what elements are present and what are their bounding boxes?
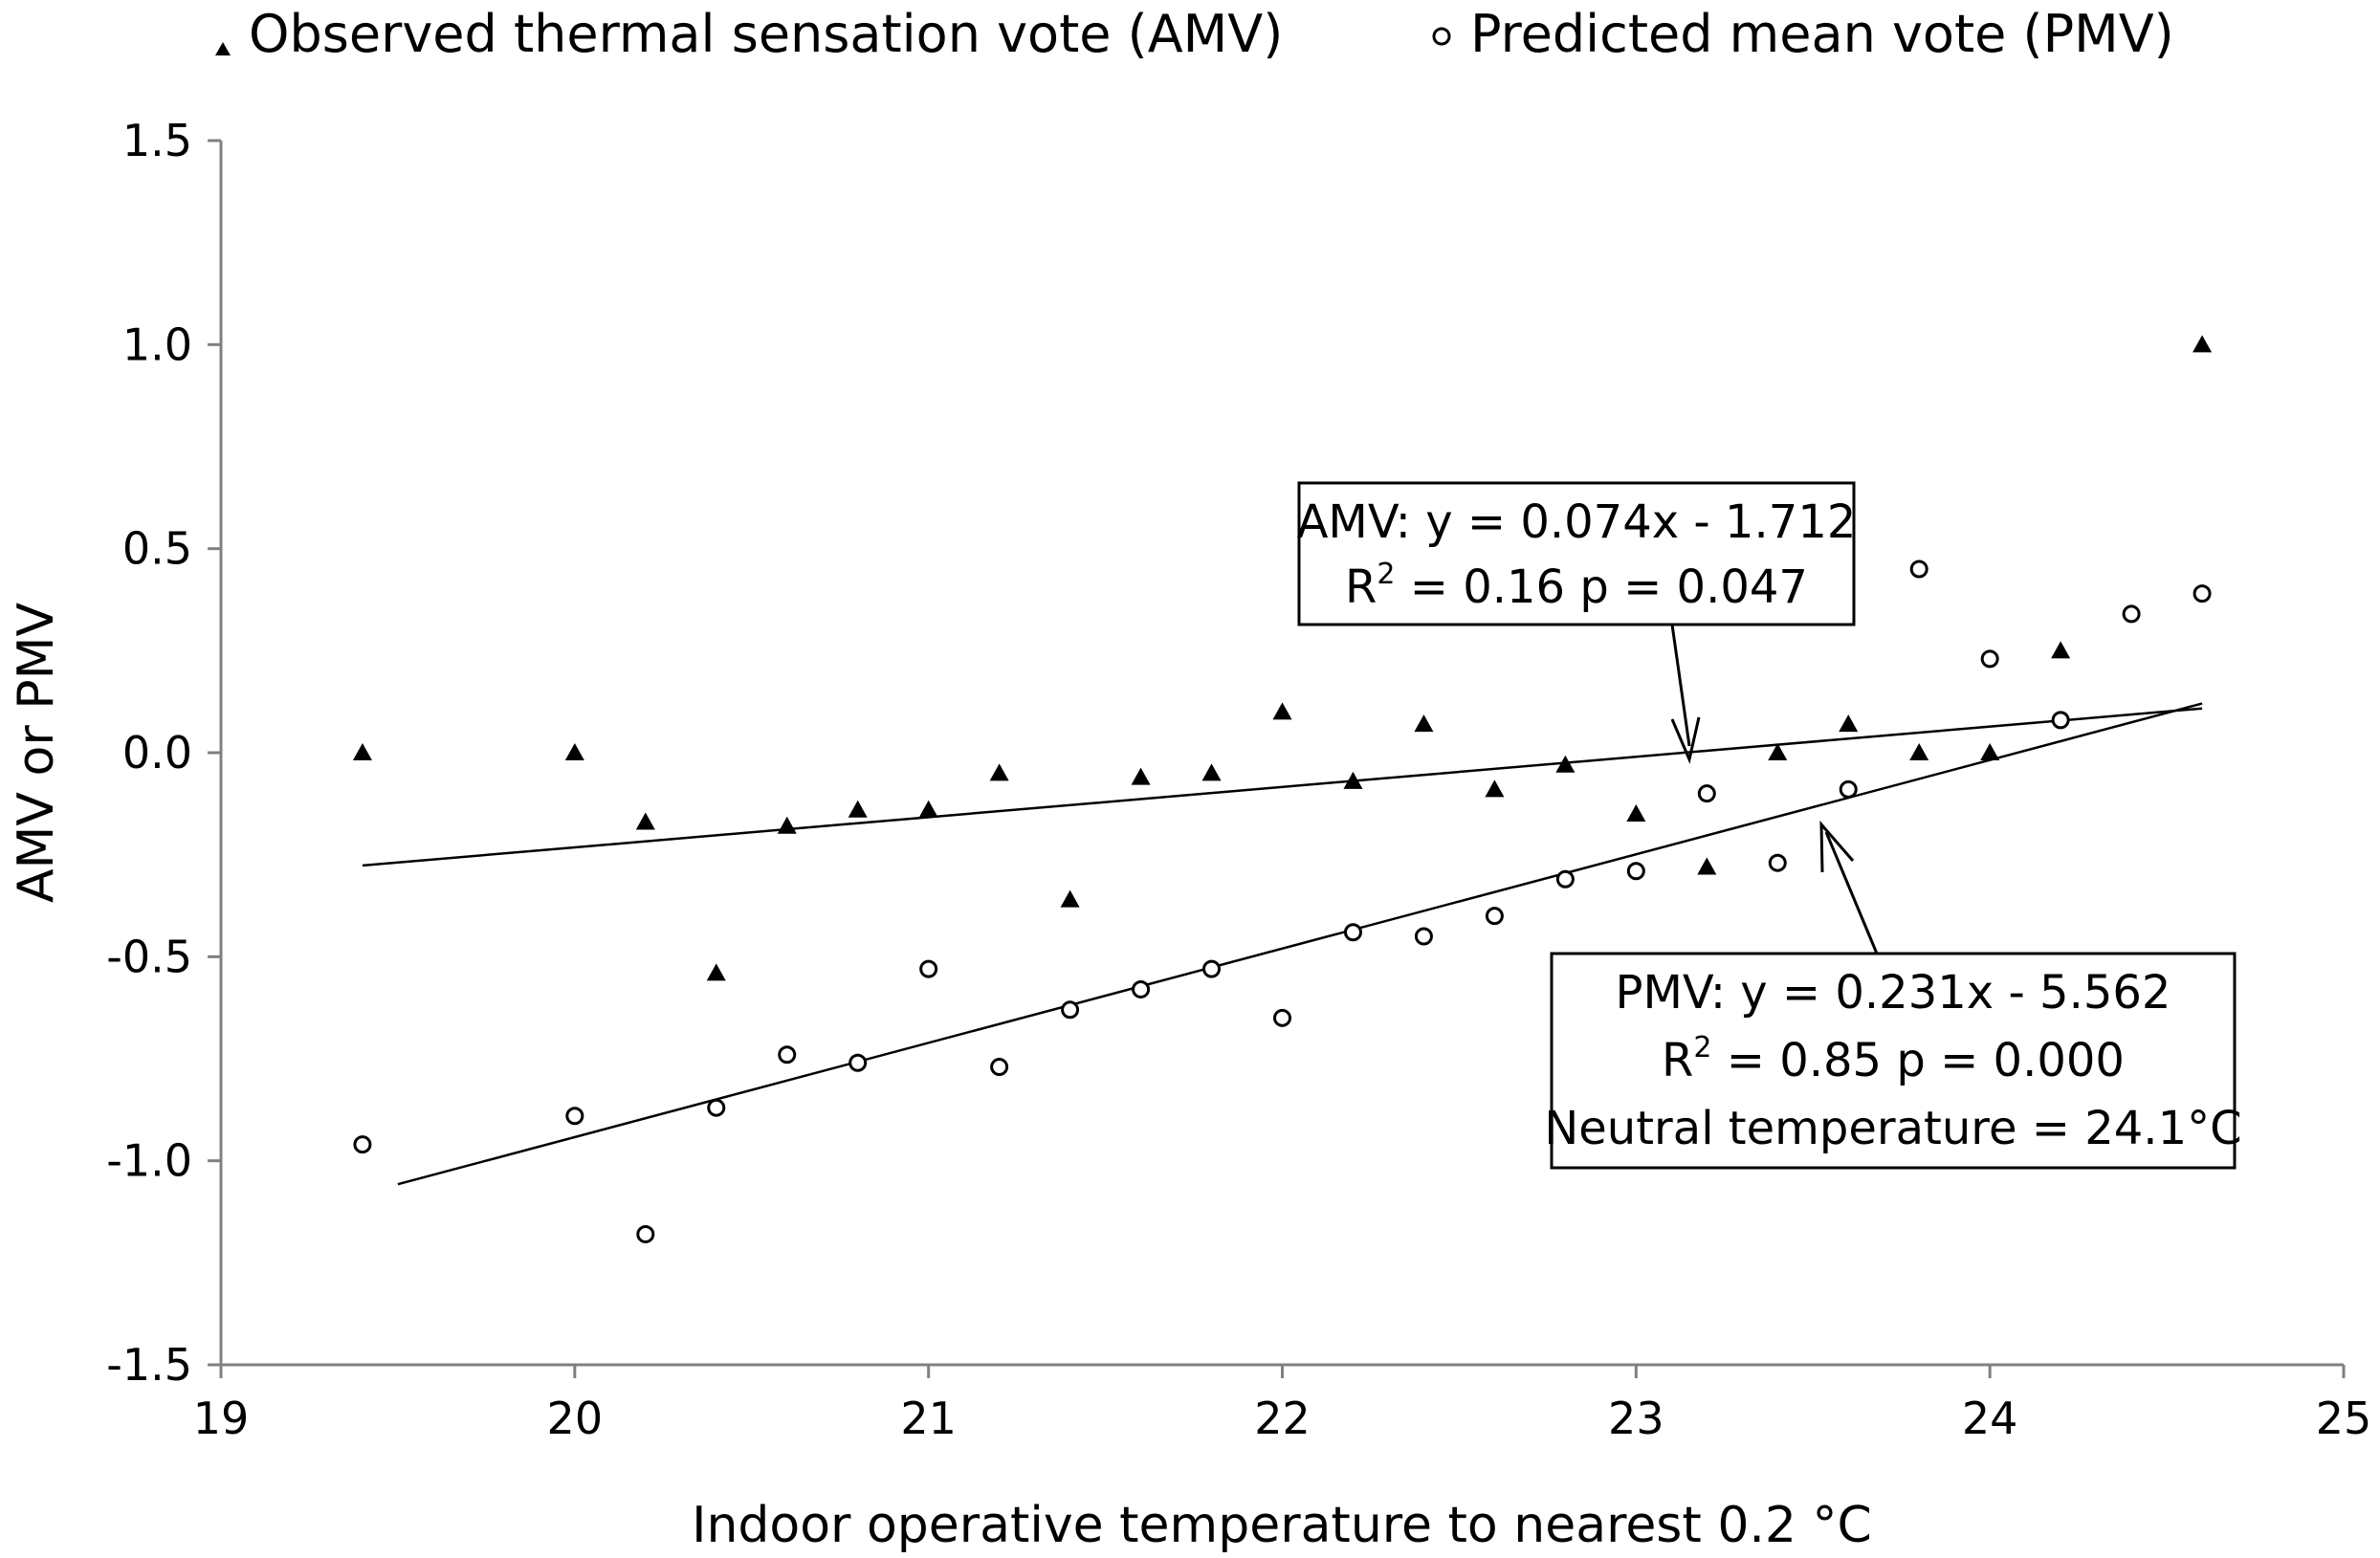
pmv-point <box>565 1107 584 1126</box>
fit-lines <box>362 702 2203 1186</box>
amv-point <box>1980 743 2000 760</box>
pmv-annotation: PMV: y = 0.231x - 5.562 R2 = 0.85 p = 0.… <box>1544 820 2242 1170</box>
pmv-point <box>636 1224 655 1243</box>
pmv-point <box>1697 784 1716 803</box>
pmv-point <box>1132 979 1151 998</box>
amv-point <box>635 812 655 830</box>
pmv-point <box>2051 711 2070 730</box>
amv-arrow-line <box>1670 624 1691 747</box>
pmv-point <box>2122 604 2141 624</box>
pmv-point <box>1061 1000 1080 1020</box>
amv-r2-stats: R2 = 0.16 p = 0.047 <box>1345 558 1808 614</box>
amv-point <box>2193 335 2213 353</box>
axes: 19 20 21 22 23 24 251.51.00.50.0-0.5-1.0-1.5 <box>106 115 2371 1444</box>
pmv-r2-sup: 2 <box>1693 1031 1711 1064</box>
pmv-arrow-head-icon <box>1819 820 1855 873</box>
pmv-trend-line <box>397 702 2203 1186</box>
x-tick-label: 23 <box>1608 1393 1664 1444</box>
amv-equation: AMV: y = 0.074x - 1.712 <box>1297 495 1857 549</box>
amv-point <box>706 963 726 981</box>
amv-arrow-head-icon <box>1670 716 1701 764</box>
amv-point <box>352 743 372 760</box>
amv-r2-sup: 2 <box>1377 558 1395 591</box>
pmv-annotation-box <box>1550 952 2237 1170</box>
amv-point <box>1768 743 1788 760</box>
amv-r2-rest: = 0.16 p = 0.047 <box>1395 560 1807 614</box>
y-tick-label: -1.0 <box>106 1135 192 1187</box>
x-tick-label: 20 <box>547 1393 604 1444</box>
amv-point <box>1060 889 1080 908</box>
pmv-point <box>1485 907 1504 926</box>
amv-point <box>1839 714 1859 733</box>
amv-annotation-box <box>1297 481 1856 626</box>
x-tick-label: 25 <box>2316 1393 2372 1444</box>
data-points <box>352 335 2213 1243</box>
y-tick-label: 0.5 <box>122 523 192 575</box>
y-tick-label: -1.5 <box>106 1339 192 1391</box>
amv-point <box>1555 755 1576 773</box>
amv-point <box>2051 641 2071 659</box>
amv-point <box>918 800 938 818</box>
x-tick-label: 22 <box>1254 1393 1311 1444</box>
pmv-point <box>1202 959 1222 978</box>
amv-point <box>564 743 584 760</box>
pmv-point <box>1980 649 1999 669</box>
legend-pmv-marker-icon <box>1432 27 1451 46</box>
pmv-point <box>1839 779 1858 799</box>
pmv-point <box>1414 927 1433 946</box>
pmv-point <box>707 1098 726 1117</box>
pmv-point <box>778 1045 797 1064</box>
pmv-point <box>919 959 938 978</box>
legend-amv-label: Observed thermal sensation vote (AMV) <box>249 4 1283 64</box>
pmv-point <box>353 1135 372 1154</box>
amv-r2-prefix: R <box>1345 560 1377 614</box>
pmv-point <box>848 1053 868 1072</box>
amv-point <box>1485 779 1505 798</box>
pmv-point <box>1768 853 1787 872</box>
pmv-equation: PMV: y = 0.231x - 5.562 <box>1616 966 2171 1020</box>
amv-point <box>848 800 868 818</box>
pmv-r2-rest: = 0.85 p = 0.000 <box>1711 1034 2124 1087</box>
amv-point <box>1697 857 1717 875</box>
pmv-r2-prefix: R <box>1662 1034 1693 1087</box>
amv-point <box>1909 743 1929 760</box>
amv-point <box>1131 767 1151 785</box>
amv-point <box>1272 702 1292 720</box>
amv-point <box>1343 771 1363 789</box>
pmv-neutral-temperature: Neutral temperature = 24.1°C <box>1544 1102 2241 1155</box>
y-tick-label: -0.5 <box>106 931 192 982</box>
y-tick-label: 1.5 <box>122 115 192 166</box>
legend: Observed thermal sensation vote (AMV) Pr… <box>215 4 2174 64</box>
amv-annotation: AMV: y = 0.074x - 1.712 R2 = 0.16 p = 0.… <box>1297 481 1857 764</box>
y-tick-label: 1.0 <box>122 318 192 370</box>
amv-point <box>1414 714 1434 733</box>
x-tick-label: 21 <box>900 1393 957 1444</box>
pmv-point <box>1909 560 1928 579</box>
legend-amv-marker-icon <box>215 42 231 55</box>
x-tick-label: 24 <box>1962 1393 2018 1444</box>
x-axis-title: Indoor operative temperature to nearest … <box>692 1497 1872 1554</box>
pmv-point <box>1555 869 1575 889</box>
amv-trend-line <box>362 707 2203 867</box>
y-tick-label: 0.0 <box>122 727 192 779</box>
amv-point <box>989 763 1009 781</box>
amv-point <box>1626 804 1646 822</box>
pmv-point <box>990 1058 1009 1077</box>
legend-pmv-label: Predicted mean vote (PMV) <box>1470 4 2174 64</box>
amv-point <box>777 816 797 834</box>
y-axis-title: AMV or PMV <box>8 603 65 903</box>
pmv-r2-stats: R2 = 0.85 p = 0.000 <box>1662 1031 2125 1087</box>
amv-point <box>1201 763 1222 781</box>
pmv-point <box>1626 862 1645 881</box>
pmv-point <box>1343 923 1362 942</box>
pmv-point <box>2193 584 2212 603</box>
pmv-point <box>1273 1008 1291 1027</box>
ticks: 19 20 21 22 23 24 251.51.00.50.0-0.5-1.0-1.5 <box>106 115 2371 1444</box>
pmv-arrow-line <box>1824 831 1879 955</box>
x-tick-label: 19 <box>193 1393 250 1444</box>
